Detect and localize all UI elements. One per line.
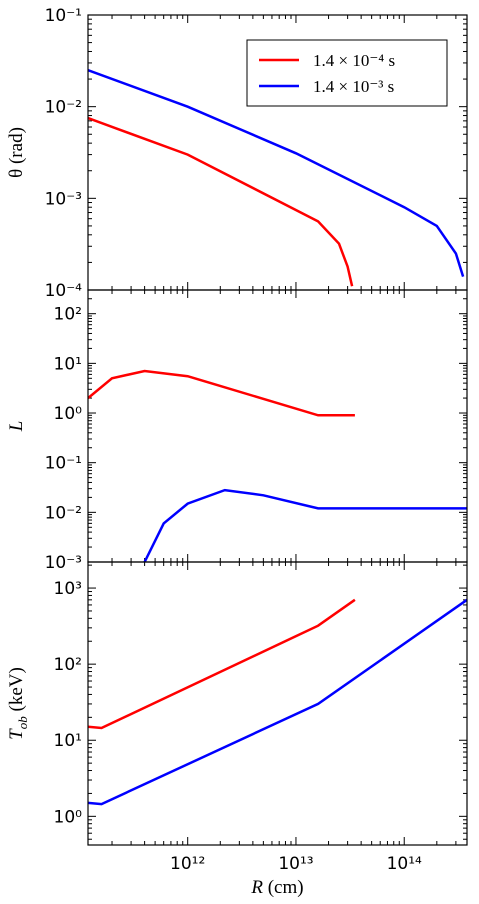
y-tick-label: 10⁻² <box>45 98 82 118</box>
series-line <box>143 488 467 562</box>
series-line <box>88 598 467 806</box>
legend-label: 1.4 × 10⁻³ s <box>313 77 394 96</box>
series-line <box>88 69 465 277</box>
y-label-text: θ (rad) <box>6 127 27 178</box>
plot-frame <box>87 289 468 563</box>
y-tick-label: 10² <box>54 655 82 675</box>
series-line <box>88 369 355 417</box>
plot-frame <box>87 561 468 846</box>
y-tick-label: 10⁻² <box>45 503 82 523</box>
x-tick-label: 10¹⁴ <box>387 854 422 874</box>
x-label-text: R <box>250 877 263 898</box>
x-axis-label: R (cm) <box>250 877 303 898</box>
y-tick-label: 10⁻³ <box>45 553 82 573</box>
y-axis-label: Tob (keV) <box>6 667 30 740</box>
y-label-sub: ob <box>15 716 30 730</box>
y-label-text: T <box>6 728 27 740</box>
y-axis-label: L <box>6 421 27 433</box>
x-tick-label: 10¹² <box>170 854 205 874</box>
legend-box <box>246 39 448 107</box>
y-tick-label: 10⁻¹ <box>45 454 82 474</box>
y-tick-label: 10¹ <box>54 354 82 374</box>
y-axis-label: θ (rad) <box>6 127 27 178</box>
y-tick-label: 10⁻¹ <box>45 6 82 26</box>
x-tick-label: 10¹³ <box>278 854 313 874</box>
x-label-unit: (cm) <box>263 877 304 898</box>
y-tick-label: 10⁻⁴ <box>45 281 83 301</box>
y-tick-label: 10³ <box>54 579 82 599</box>
y-label-text: L <box>6 421 27 433</box>
y-tick-label: 10⁰ <box>54 404 83 424</box>
y-tick-label: 10¹ <box>54 731 82 751</box>
y-tick-label: 10⁻³ <box>45 189 82 209</box>
series-line <box>88 116 354 287</box>
legend-label: 1.4 × 10⁻⁴ s <box>313 51 395 70</box>
y-label-unit: (keV) <box>6 667 27 716</box>
y-tick-label: 10² <box>54 305 82 325</box>
series-line <box>88 598 356 730</box>
y-tick-label: 10⁰ <box>54 807 83 827</box>
